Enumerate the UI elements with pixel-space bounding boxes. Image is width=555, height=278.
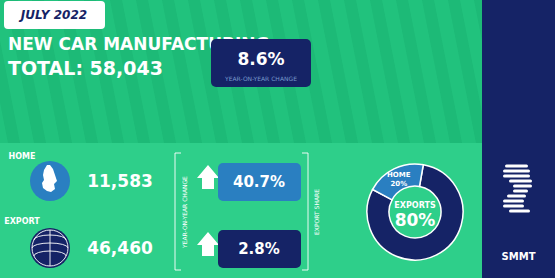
globe-meridian <box>50 230 51 266</box>
home-wedge-value-label: 20% <box>390 180 407 188</box>
logo-stripe <box>505 175 529 178</box>
logo-stripe <box>505 205 523 208</box>
total-yoy: 8.6% <box>237 49 284 69</box>
export-yoy-box <box>218 230 301 268</box>
logo-stripe <box>515 185 531 188</box>
globe <box>32 230 68 266</box>
total-yoy-box <box>211 39 311 87</box>
logo-stripe <box>507 165 527 168</box>
chart-container: JULY 2022NEW CAR MANUFACTURINGTOTAL: 58,… <box>0 0 555 278</box>
share-bracket <box>302 153 308 270</box>
up-arrow <box>197 165 219 189</box>
total-label: TOTAL: 58,043 <box>8 57 163 79</box>
month-box <box>4 1 105 29</box>
top-panel <box>0 0 482 143</box>
logo-stripe <box>511 210 529 213</box>
uk-shape <box>42 165 57 192</box>
home-icon <box>30 161 70 201</box>
export-label: EXPORT <box>4 217 40 226</box>
up-arrow <box>197 232 219 256</box>
globe-border <box>32 230 68 266</box>
home-label: HOME <box>9 152 36 161</box>
infographic: JULY 2022NEW CAR MANUFACTURINGTOTAL: 58,… <box>0 0 555 278</box>
total-yoy-sub: YEAR-ON-YEAR CHANGE <box>224 75 297 82</box>
stripes <box>0 0 482 143</box>
exports-value-label: 80% <box>395 210 436 230</box>
bracket-line <box>302 153 308 270</box>
subtitle: JULY 2022 <box>19 8 87 22</box>
export-icon <box>30 228 70 268</box>
home-yoy: 40.7% <box>233 173 285 191</box>
sidebar <box>482 0 555 278</box>
logo-stripe <box>511 180 531 183</box>
donut-wedge <box>373 164 424 200</box>
export-yoy: 2.8% <box>238 240 280 258</box>
stripe <box>460 0 482 143</box>
exports-label: EXPORTS <box>394 201 436 210</box>
home-yoy-box <box>218 163 301 201</box>
logo-stripe <box>505 170 529 173</box>
smmt-label: SMMT <box>502 251 536 262</box>
logo-stripe <box>509 195 525 198</box>
export-share-label: EXPORT SHARE <box>313 189 320 235</box>
export-value: 46,460 <box>87 238 153 258</box>
home-wedge-label: HOME <box>387 171 411 179</box>
home-value: 11,583 <box>87 171 153 191</box>
yoy-section-label: YEAR-ON-YEAR CHANGE <box>181 176 188 249</box>
logo-stripe <box>505 200 523 203</box>
donut-wedge <box>367 165 463 260</box>
smmt-logo <box>505 166 531 211</box>
logo-stripe <box>515 190 527 193</box>
donut <box>367 164 463 260</box>
bottom-panel <box>0 143 482 278</box>
